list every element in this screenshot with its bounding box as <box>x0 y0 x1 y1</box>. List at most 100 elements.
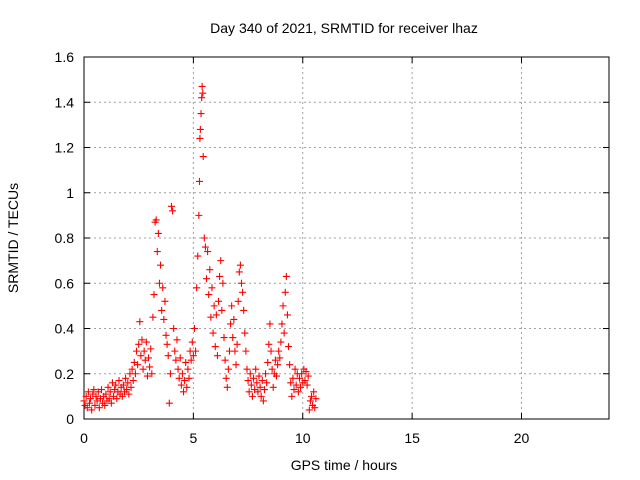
data-point <box>128 365 136 373</box>
data-point <box>274 361 282 369</box>
data-point <box>281 288 289 296</box>
plot-frame <box>83 56 610 420</box>
data-point <box>176 354 184 362</box>
y-tick-label: 0 <box>66 411 74 427</box>
data-point <box>166 370 174 378</box>
data-point <box>267 347 275 355</box>
data-point <box>83 404 91 412</box>
x-axis-ticks: 0 5 10 15 20 <box>80 57 529 446</box>
data-point <box>153 248 161 256</box>
y-axis-ticks: 0 0.2 0.4 0.6 0.8 1 1.2 1.4 1.6 <box>55 49 609 427</box>
data-point <box>137 352 145 360</box>
data-point <box>194 252 202 260</box>
data-point <box>177 381 185 389</box>
data-point <box>198 82 206 90</box>
data-point <box>242 347 250 355</box>
data-point <box>178 370 186 378</box>
data-point <box>233 340 241 348</box>
data-point <box>298 370 306 378</box>
y-tick-label: 0.2 <box>55 366 75 382</box>
data-point <box>256 383 264 391</box>
y-tick-label: 0.8 <box>55 230 75 246</box>
data-point <box>139 365 147 373</box>
y-tick-label: 1.6 <box>55 49 75 65</box>
data-point <box>206 266 214 274</box>
data-point <box>168 202 175 210</box>
data-point <box>294 388 302 396</box>
data-point <box>258 377 266 385</box>
data-point <box>209 329 217 337</box>
data-point <box>276 354 284 362</box>
data-point <box>170 325 178 332</box>
data-point <box>180 388 188 396</box>
data-point <box>204 248 212 256</box>
data-point <box>82 392 90 400</box>
data-point <box>234 297 242 305</box>
data-point <box>118 392 126 400</box>
data-point <box>269 383 277 391</box>
data-point <box>310 388 318 396</box>
data-point <box>159 284 167 292</box>
data-point <box>246 370 254 378</box>
data-point <box>220 334 228 342</box>
data-point <box>122 374 130 382</box>
data-point <box>200 234 208 242</box>
data-point <box>262 370 270 378</box>
data-point <box>235 268 243 276</box>
data-point <box>291 365 299 373</box>
data-point <box>302 367 310 375</box>
data-point <box>112 381 120 389</box>
data-point <box>199 89 207 97</box>
x-tick-label: 10 <box>295 430 311 446</box>
data-point <box>115 377 123 385</box>
x-tick-label: 20 <box>514 430 530 446</box>
data-point <box>254 388 262 396</box>
data-point <box>164 352 172 360</box>
data-point <box>196 177 203 185</box>
data-point <box>197 110 205 118</box>
data-point <box>252 365 260 373</box>
data-point <box>205 291 213 299</box>
data-point <box>162 331 170 339</box>
x-axis-label: GPS time / hours <box>291 457 398 473</box>
data-point <box>263 379 271 387</box>
data-point <box>231 347 239 355</box>
data-point <box>133 347 140 355</box>
data-point <box>243 365 251 373</box>
data-point <box>308 392 315 400</box>
data-point <box>211 343 219 351</box>
data-point <box>210 302 218 310</box>
data-point <box>236 261 244 269</box>
data-point <box>140 347 148 355</box>
data-point <box>312 395 320 403</box>
data-point <box>239 288 247 296</box>
data-point <box>134 361 142 369</box>
data-point <box>138 336 146 344</box>
data-point <box>253 379 261 387</box>
grid <box>84 57 609 419</box>
data-point <box>271 356 279 364</box>
data-point <box>146 363 154 371</box>
data-point <box>248 392 256 400</box>
data-point <box>295 374 303 382</box>
data-point <box>171 347 179 355</box>
data-point <box>158 306 166 314</box>
data-point <box>145 354 153 362</box>
data-point <box>80 397 88 405</box>
data-point <box>221 356 229 364</box>
x-tick-label: 5 <box>189 430 197 446</box>
data-point <box>203 275 210 283</box>
y-tick-label: 0.4 <box>55 321 75 337</box>
data-point <box>275 347 283 355</box>
data-point <box>113 395 121 403</box>
x-tick-label: 15 <box>404 430 420 446</box>
data-point <box>196 134 204 142</box>
data-point <box>150 291 158 299</box>
data-point <box>224 365 232 373</box>
data-point <box>187 356 195 364</box>
data-point <box>90 386 98 394</box>
data-point <box>129 377 137 385</box>
data-point <box>273 372 280 380</box>
data-point <box>173 336 181 344</box>
data-point <box>85 399 93 407</box>
